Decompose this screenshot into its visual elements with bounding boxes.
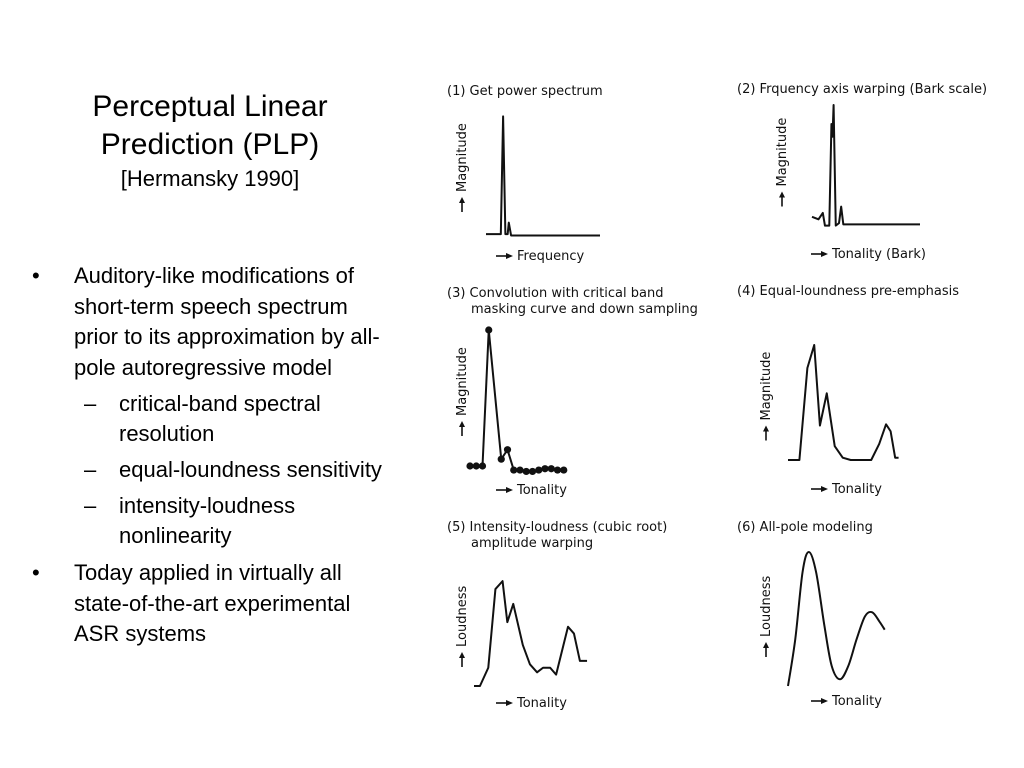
panel-caption: masking curve and down sampling	[471, 302, 698, 317]
x-arrow-head	[506, 700, 513, 706]
x-axis-label: Tonality (Bark)	[831, 247, 926, 262]
panel-caption: (6) All-pole modeling	[737, 520, 873, 535]
panel-caption: (2) Frquency axis warping (Bark scale)	[737, 82, 987, 97]
panel-6: (6) All-pole modeling Loudness Tonality	[737, 520, 886, 709]
title-line-2: Prediction (PLP)	[100, 128, 320, 161]
x-axis-label: Tonality	[516, 483, 567, 498]
x-axis-label: Tonality	[831, 482, 882, 497]
panel-curve	[788, 344, 899, 461]
x-axis-label: Frequency	[517, 249, 584, 264]
x-arrow-head	[821, 251, 828, 257]
y-arrow-head	[459, 652, 465, 658]
panel-curve	[787, 551, 886, 687]
sample-dot	[497, 455, 505, 463]
x-arrow-head	[821, 698, 828, 704]
bullet-marker: •	[32, 263, 40, 288]
bullet-list: • Auditory-like modifications of short-t…	[30, 261, 390, 650]
panel-caption: (4) Equal-loundness pre-emphasis	[737, 284, 959, 299]
panel-caption: (5) Intensity-loudness (cubic root)	[447, 520, 667, 535]
panel-5: (5) Intensity-loudness (cubic root)ampli…	[447, 520, 667, 711]
title-line-1: Perceptual Linear	[92, 90, 328, 123]
bullet-text: Today applied in virtually all state-of-…	[74, 560, 351, 646]
y-axis-label: Magnitude	[759, 352, 774, 421]
sample-dot	[485, 326, 493, 334]
sample-dot	[528, 467, 537, 476]
sub-bullet-text: critical-band spectral resolution	[119, 391, 321, 446]
bullet-item: • Auditory-like modifications of short-t…	[30, 261, 390, 551]
sub-bullet-text: equal-loundness sensitivity	[119, 457, 382, 482]
x-arrow-head	[506, 253, 513, 259]
sub-bullet-marker: –	[84, 391, 97, 416]
slide-title: Perceptual Linear Prediction (PLP) [Herm…	[60, 88, 360, 194]
panel-caption: (1) Get power spectrum	[447, 84, 603, 99]
sample-dot	[510, 466, 518, 474]
sub-bullet-item: – intensity-loudness nonlinearity	[74, 491, 390, 551]
y-arrow-head	[459, 421, 465, 427]
panel-caption: amplitude warping	[471, 536, 593, 551]
sample-dot	[560, 466, 568, 474]
sample-dot	[553, 466, 562, 474]
x-axis-label: Tonality	[516, 696, 567, 711]
bullet-item: • Today applied in virtually all state-o…	[30, 558, 390, 650]
sample-dot	[478, 462, 487, 470]
panel-curve	[811, 104, 920, 227]
panel-3: (3) Convolution with critical bandmaskin…	[447, 286, 698, 498]
y-axis-label: Loudness	[455, 586, 470, 647]
y-axis-label: Magnitude	[455, 123, 470, 192]
y-axis-label: Magnitude	[775, 118, 790, 187]
sample-dot	[466, 462, 474, 470]
panel-2: (2) Frquency axis warping (Bark scale) Ma…	[737, 82, 987, 262]
panel-4: (4) Equal-loundness pre-emphasis Magnitud…	[737, 284, 959, 497]
bullet-text: Auditory-like modifications of short-ter…	[74, 263, 380, 380]
panel-curve	[486, 115, 600, 237]
sub-bullet-marker: –	[84, 457, 97, 482]
y-arrow-head	[763, 425, 769, 432]
x-axis-label: Tonality	[831, 694, 882, 709]
y-axis-label: Magnitude	[455, 347, 470, 416]
sample-dot	[503, 446, 512, 454]
title-citation: [Hermansky 1990]	[120, 166, 300, 191]
sample-dot	[547, 465, 555, 473]
sample-dot	[522, 467, 530, 476]
x-arrow-head	[821, 486, 828, 492]
sample-dot	[516, 466, 524, 474]
y-arrow-head	[779, 191, 785, 198]
panel-curve	[470, 329, 564, 473]
x-arrow-head	[506, 487, 513, 493]
sub-bullet-list: – critical-band spectral resolution – eq…	[74, 389, 390, 551]
sample-dot	[472, 462, 480, 470]
sub-bullet-item: – critical-band spectral resolution	[74, 389, 390, 449]
sub-bullet-text: intensity-loudness nonlinearity	[119, 493, 296, 548]
y-arrow-head	[459, 197, 465, 203]
sub-bullet-item: – equal-loundness sensitivity	[74, 455, 390, 485]
bullet-marker: •	[32, 560, 40, 585]
panel-caption: (3) Convolution with critical band	[447, 286, 663, 301]
panel-curve	[474, 580, 588, 687]
y-arrow-head	[763, 642, 769, 648]
sample-dot	[535, 466, 543, 474]
panel-1: (1) Get power spectrum Magnitude Frequency	[447, 84, 603, 264]
sample-dot	[541, 465, 549, 473]
y-axis-label: Loudness	[759, 576, 774, 637]
sub-bullet-marker: –	[84, 493, 97, 518]
